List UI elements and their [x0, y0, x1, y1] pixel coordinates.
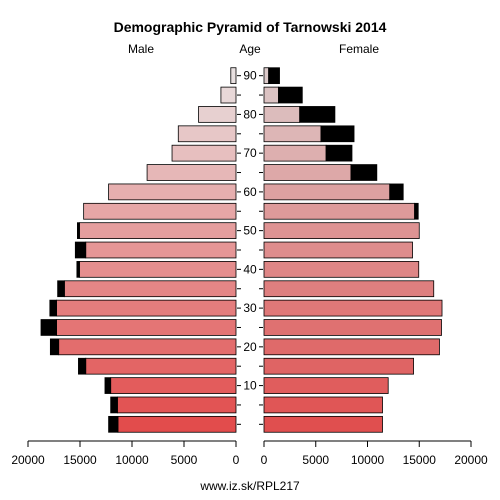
age-tick-label: 20 [243, 340, 257, 354]
female-header: Female [339, 42, 379, 56]
male-bar-35-39 [64, 280, 237, 298]
female-bar-15-19 [263, 357, 414, 375]
female-bar-75-79 [263, 125, 322, 143]
male-x-tick-label: 10000 [115, 453, 149, 467]
age-tick-label: 70 [243, 146, 257, 160]
female-bar-40-44 [263, 261, 420, 278]
male-bar-0-4 [117, 415, 237, 433]
axes: 20000 20000 15000 15000 10000 10000 5000 5000 0 0… [11, 69, 488, 467]
male-bar-50-54 [79, 222, 237, 239]
female-bar-90+ [263, 67, 270, 85]
age-tick-label: 80 [243, 107, 257, 121]
female-surplus-55-59 [414, 202, 419, 220]
female-surplus-80-84 [299, 106, 336, 123]
female-surplus-85-89 [278, 86, 303, 104]
male-surplus-35-39 [57, 280, 65, 298]
female-bar-65-69 [263, 164, 352, 181]
female-bar-20-24 [263, 338, 440, 356]
male-header: Male [128, 42, 154, 56]
male-bar-45-49 [85, 241, 237, 259]
age-header: Age [239, 42, 261, 56]
age-tick-label: 50 [243, 224, 257, 238]
male-surplus-50-54 [77, 222, 80, 239]
male-bar-70-74 [171, 144, 237, 162]
male-bars [40, 67, 237, 433]
female-x-tick-label: 10000 [351, 453, 385, 467]
male-surplus-10-14 [104, 377, 112, 394]
male-x-tick-label: 15000 [63, 453, 97, 467]
male-surplus-15-19 [78, 357, 87, 375]
footer-source: www.iz.sk/RPL217 [199, 479, 300, 493]
male-bar-60-64 [108, 183, 237, 201]
male-surplus-40-44 [76, 261, 80, 278]
female-bar-70-74 [263, 144, 327, 162]
chart-title: Demographic Pyramid of Tarnowski 2014 [114, 19, 387, 35]
male-x-tick-label: 5000 [171, 453, 198, 467]
female-x-tick-label: 20000 [454, 453, 488, 467]
age-tick-label: 90 [243, 69, 257, 83]
female-bars [263, 67, 443, 433]
male-bar-75-79 [177, 125, 237, 143]
male-bar-25-29 [56, 319, 237, 336]
female-bar-60-64 [263, 183, 391, 201]
female-bar-10-14 [263, 377, 389, 394]
male-surplus-30-34 [49, 299, 58, 317]
male-bar-20-24 [58, 338, 237, 356]
female-bar-5-9 [263, 396, 383, 414]
male-x-tick-label: 0 [233, 453, 240, 467]
female-bar-80-84 [263, 106, 301, 123]
female-bar-55-59 [263, 202, 415, 220]
female-bar-30-34 [263, 299, 443, 317]
age-tick-label: 60 [243, 185, 257, 199]
male-surplus-25-29 [40, 319, 58, 336]
male-surplus-5-9 [110, 396, 118, 414]
female-surplus-75-79 [320, 125, 355, 143]
male-bar-30-34 [56, 299, 237, 317]
male-bar-80-84 [198, 106, 237, 123]
female-bar-0-4 [263, 415, 383, 433]
male-bar-5-9 [117, 396, 237, 414]
male-bar-10-14 [110, 377, 237, 394]
male-surplus-20-24 [49, 338, 60, 356]
female-surplus-65-69 [350, 164, 378, 181]
male-bar-15-19 [85, 357, 237, 375]
female-x-tick-label: 15000 [403, 453, 437, 467]
male-bar-85-89 [220, 86, 237, 104]
female-surplus-60-64 [389, 183, 404, 201]
male-surplus-0-4 [108, 415, 119, 433]
female-bar-35-39 [263, 280, 435, 298]
female-bar-25-29 [263, 319, 442, 336]
female-bar-45-49 [263, 241, 413, 259]
age-tick-label: 10 [243, 379, 257, 393]
female-x-tick-label: 0 [261, 453, 268, 467]
female-surplus-70-74 [325, 144, 353, 162]
age-tick-label: 40 [243, 262, 257, 276]
male-bar-65-69 [146, 164, 237, 181]
female-x-tick-label: 5000 [302, 453, 329, 467]
female-surplus-90+ [268, 67, 280, 85]
age-tick-label: 30 [243, 301, 257, 315]
male-bar-90+ [230, 67, 237, 85]
female-bar-85-89 [263, 86, 279, 104]
male-surplus-45-49 [74, 241, 87, 259]
female-bar-50-54 [263, 222, 420, 239]
male-bar-55-59 [83, 202, 237, 220]
male-x-tick-label: 20000 [11, 453, 45, 467]
male-bar-40-44 [79, 261, 237, 278]
